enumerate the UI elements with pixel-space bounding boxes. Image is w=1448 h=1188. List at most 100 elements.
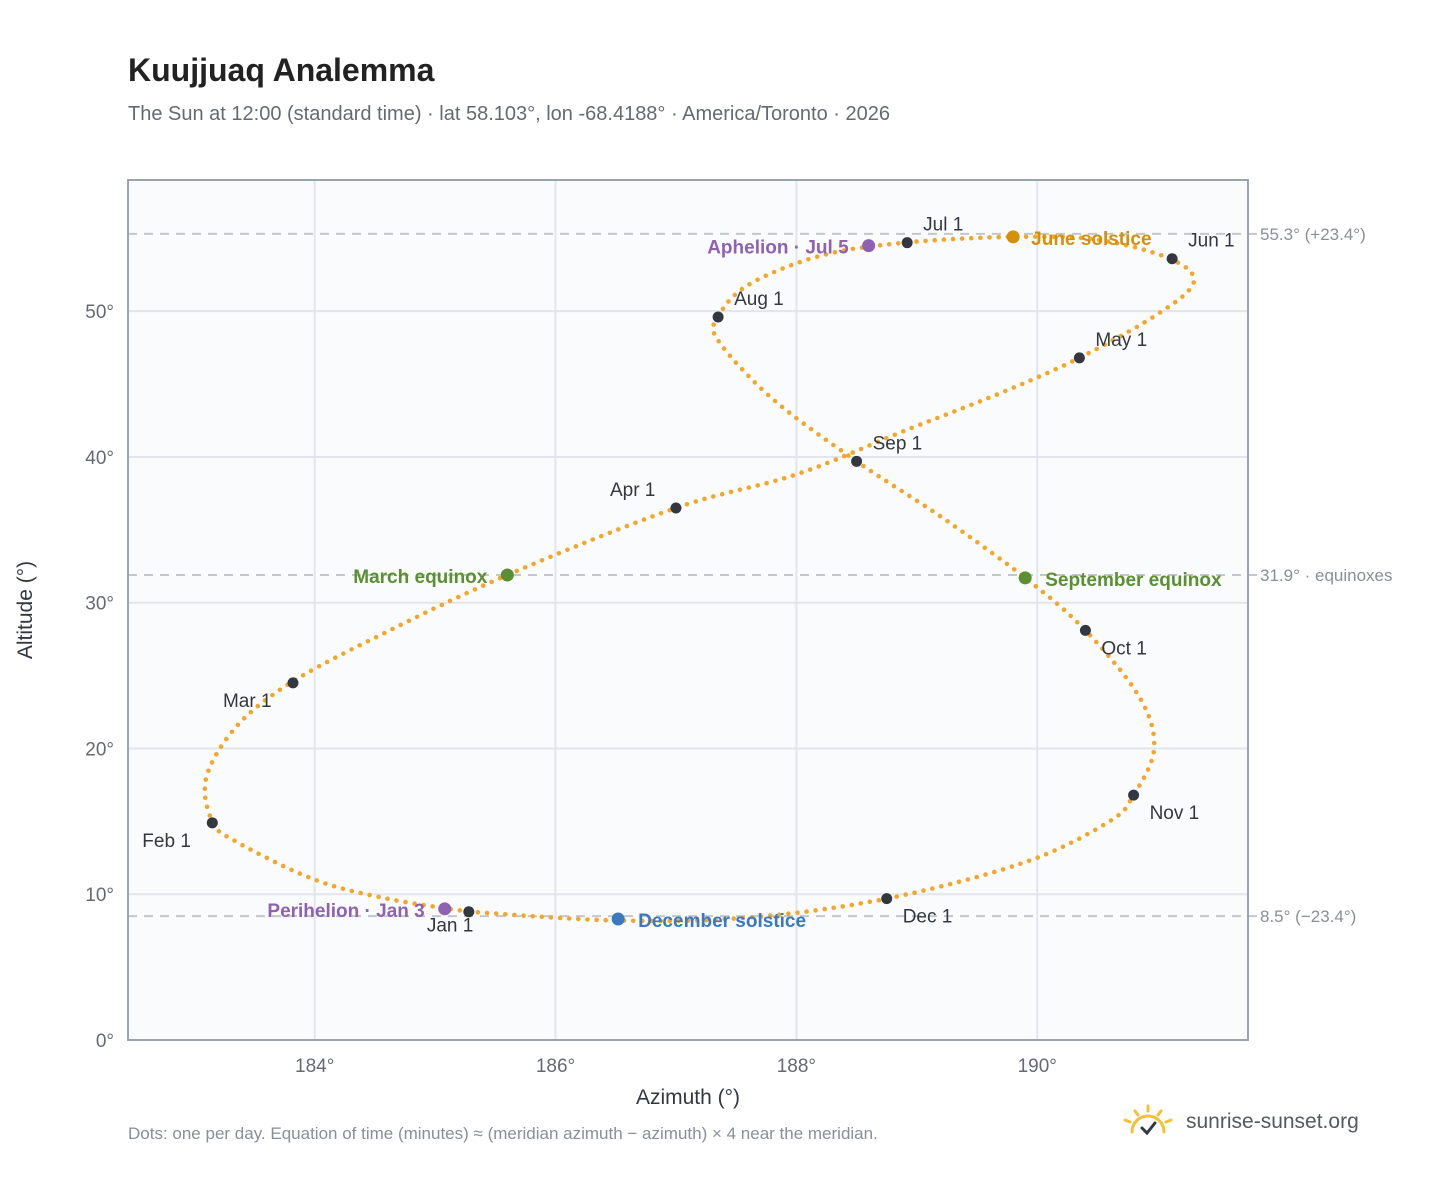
day-dot	[203, 777, 209, 782]
day-dot	[676, 918, 682, 924]
day-dot	[599, 533, 604, 539]
day-dot	[850, 246, 856, 252]
day-dot	[923, 238, 928, 244]
day-dot	[323, 881, 328, 886]
day-dot	[969, 402, 974, 408]
day-dot	[977, 399, 983, 404]
month-marker	[1128, 789, 1140, 801]
day-dot	[733, 360, 739, 365]
day-dot	[385, 896, 390, 901]
month-marker	[1079, 624, 1091, 636]
day-dot	[914, 239, 919, 244]
day-dot	[777, 912, 782, 917]
day-dot	[1061, 363, 1067, 368]
day-dot	[1042, 234, 1047, 239]
day-dot	[324, 659, 330, 665]
day-dot	[749, 915, 755, 920]
y-tick-label: 40°	[85, 448, 114, 469]
day-dot	[711, 494, 716, 499]
day-dot	[947, 881, 953, 887]
month-marker	[851, 455, 863, 467]
day-dot	[713, 917, 718, 922]
day-dot	[1117, 667, 1123, 673]
day-dot	[218, 744, 224, 749]
day-dot	[808, 426, 814, 432]
day-dot	[556, 551, 562, 556]
day-dot	[349, 888, 355, 894]
day-dot	[340, 886, 346, 891]
day-dot	[390, 626, 395, 632]
day-dot	[720, 306, 726, 312]
day-dot	[967, 534, 973, 540]
day-dot	[1094, 346, 1099, 352]
day-dot	[841, 453, 847, 459]
day-dot	[1045, 370, 1050, 376]
day-dot	[649, 918, 654, 924]
month-marker	[670, 502, 682, 514]
day-dot	[1043, 851, 1049, 857]
day-dot	[658, 511, 664, 516]
day-dot	[1100, 822, 1106, 828]
day-dot	[531, 561, 536, 567]
event-marker	[1006, 230, 1020, 244]
day-dot	[983, 872, 988, 877]
day-dot	[822, 906, 827, 912]
day-dot	[804, 909, 809, 914]
day-dot	[1172, 299, 1178, 305]
day-dot	[431, 606, 436, 612]
day-dot	[373, 634, 379, 640]
brand[interactable]: sunrise-sunset.org	[1120, 1104, 1359, 1140]
day-dot	[297, 871, 303, 876]
day-dot	[1149, 758, 1154, 764]
day-dot	[780, 266, 785, 271]
day-dot	[1069, 359, 1075, 364]
event-label: March equinox	[353, 567, 488, 588]
day-dot	[1100, 646, 1105, 652]
day-dot	[877, 243, 883, 248]
day-dot	[398, 622, 404, 628]
day-dot	[1165, 305, 1170, 310]
day-dot	[952, 409, 957, 414]
day-dot	[1069, 235, 1075, 240]
day-dot	[206, 768, 211, 774]
day-dot	[823, 437, 829, 443]
day-dot	[1157, 310, 1163, 315]
brand-name: sunrise-sunset.org	[1186, 1110, 1359, 1133]
day-dot	[975, 540, 980, 545]
day-dot	[765, 392, 771, 398]
day-dot	[1132, 245, 1138, 250]
day-dot	[484, 910, 490, 916]
day-dot	[1094, 639, 1099, 645]
month-marker-label: Dec 1	[903, 907, 953, 928]
day-dot	[376, 894, 381, 900]
day-dot	[264, 855, 270, 861]
day-dot	[633, 520, 638, 526]
day-dot	[823, 252, 829, 257]
day-dot	[797, 259, 802, 265]
day-dot	[858, 901, 864, 906]
day-dot	[1085, 832, 1090, 837]
day-dot	[1150, 315, 1155, 320]
day-dot	[930, 508, 935, 514]
month-marker-label: Nov 1	[1150, 803, 1200, 824]
event-markers: June solstice Aphelion · Jul 5 March equin…	[267, 229, 1222, 932]
day-dot	[1036, 374, 1042, 380]
day-dot	[1138, 697, 1144, 703]
day-dot	[965, 877, 971, 882]
day-dot	[945, 519, 950, 524]
day-dot	[982, 545, 988, 550]
day-dot	[1118, 333, 1124, 339]
day-dot	[702, 496, 707, 502]
day-dot	[989, 550, 995, 556]
day-dot	[813, 908, 818, 913]
day-dot	[918, 422, 923, 427]
day-dot	[728, 489, 734, 495]
day-dot	[289, 867, 294, 873]
chart-title: Kuujjuaq Analemma	[128, 52, 435, 88]
day-dot	[1151, 740, 1157, 746]
day-dot	[256, 851, 261, 857]
x-tick-label: 188°	[777, 1056, 816, 1077]
y-tick-label: 20°	[85, 739, 114, 760]
day-dot	[1123, 242, 1129, 248]
day-dot	[1061, 607, 1067, 612]
